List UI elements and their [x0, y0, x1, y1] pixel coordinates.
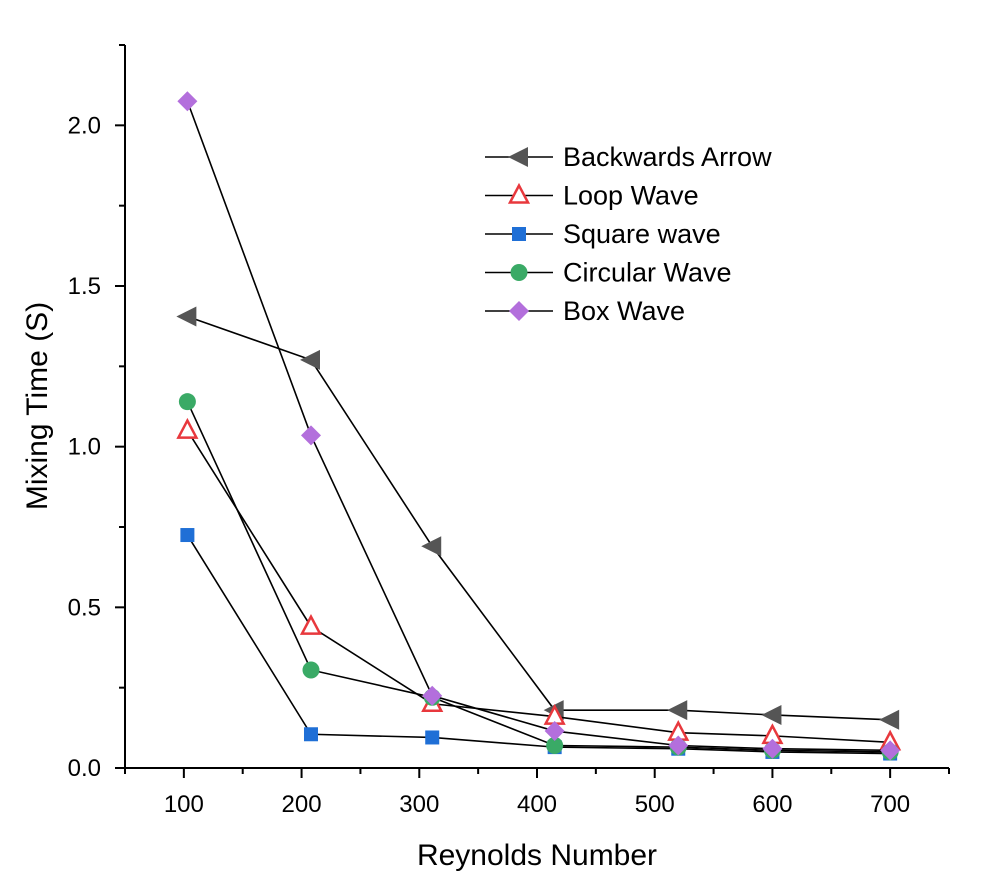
series-circular-wave	[178, 393, 899, 761]
legend-item-square-wave: Square wave	[485, 219, 721, 249]
legend-label: Backwards Arrow	[563, 142, 772, 172]
legend-marker	[508, 147, 528, 167]
data-point-circular-wave	[546, 737, 564, 755]
data-point-box-wave	[422, 685, 443, 706]
y-tick-label: 2.0	[68, 112, 101, 139]
legend-label: Circular Wave	[563, 258, 732, 288]
legend-item-backwards-arrow: Backwards Arrow	[485, 142, 772, 172]
series-line-loop-wave	[186, 430, 891, 744]
data-point-square-wave	[303, 727, 318, 742]
x-tick-label: 300	[399, 791, 439, 818]
series-line-backwards-arrow	[187, 315, 891, 721]
data-point-backwards-arrow	[421, 536, 442, 557]
legend-marker	[512, 227, 526, 241]
data-point-loop-wave	[299, 613, 323, 635]
x-tick-label: 700	[870, 791, 910, 818]
legend-marker	[507, 182, 531, 204]
legend-label: Box Wave	[563, 296, 685, 326]
legend-marker	[509, 301, 529, 321]
y-tick-label: 1.0	[68, 434, 101, 461]
data-point-box-wave	[880, 740, 901, 761]
legend: Backwards Arrow Loop Wave Square wave Circu…	[485, 142, 772, 326]
x-tick-label: 600	[752, 791, 792, 818]
data-point-box-wave	[762, 738, 783, 759]
data-point-square-wave	[180, 528, 195, 543]
legend-marker	[510, 264, 528, 281]
data-point-backwards-arrow	[667, 700, 688, 721]
y-axis-title: Mixing Time (S)	[21, 302, 54, 510]
data-point-backwards-arrow	[176, 306, 197, 327]
series-layer	[176, 91, 902, 761]
data-point-backwards-arrow	[761, 704, 782, 725]
data-point-circular-wave	[178, 393, 196, 411]
x-tick-label: 100	[164, 791, 204, 818]
legend-label: Square wave	[563, 219, 721, 249]
data-point-box-wave	[544, 721, 565, 742]
data-point-backwards-arrow	[299, 349, 320, 370]
data-point-square-wave	[425, 730, 440, 745]
data-point-box-wave	[177, 91, 198, 112]
x-tick-label: 200	[282, 791, 322, 818]
series-line-circular-wave	[186, 401, 891, 753]
y-tick-label: 0.5	[68, 594, 101, 621]
axes: 100 200 300 400 500 600 700 0.0 0.5 1.0 1.5 2.0	[68, 44, 950, 818]
legend-item-circular-wave: Circular Wave	[485, 258, 732, 288]
x-tick-label: 400	[517, 791, 557, 818]
legend-label: Loop Wave	[563, 181, 699, 211]
y-tick-label: 1.5	[68, 273, 101, 300]
y-tick-label: 0.0	[68, 755, 101, 782]
legend-item-loop-wave: Loop Wave	[485, 181, 699, 211]
series-loop-wave	[176, 417, 902, 751]
data-point-backwards-arrow	[879, 709, 900, 730]
series-backwards-arrow	[176, 306, 900, 730]
data-point-box-wave	[668, 735, 689, 756]
data-point-circular-wave	[302, 661, 320, 679]
x-tick-label: 500	[635, 791, 675, 818]
data-point-box-wave	[300, 425, 321, 446]
series-line-square-wave	[186, 534, 891, 755]
legend-item-box-wave: Box Wave	[485, 296, 685, 326]
series-line-box-wave	[186, 100, 891, 752]
x-axis-title: Reynolds Number	[417, 839, 657, 872]
data-point-loop-wave	[176, 417, 199, 439]
series-box-wave	[177, 91, 901, 761]
